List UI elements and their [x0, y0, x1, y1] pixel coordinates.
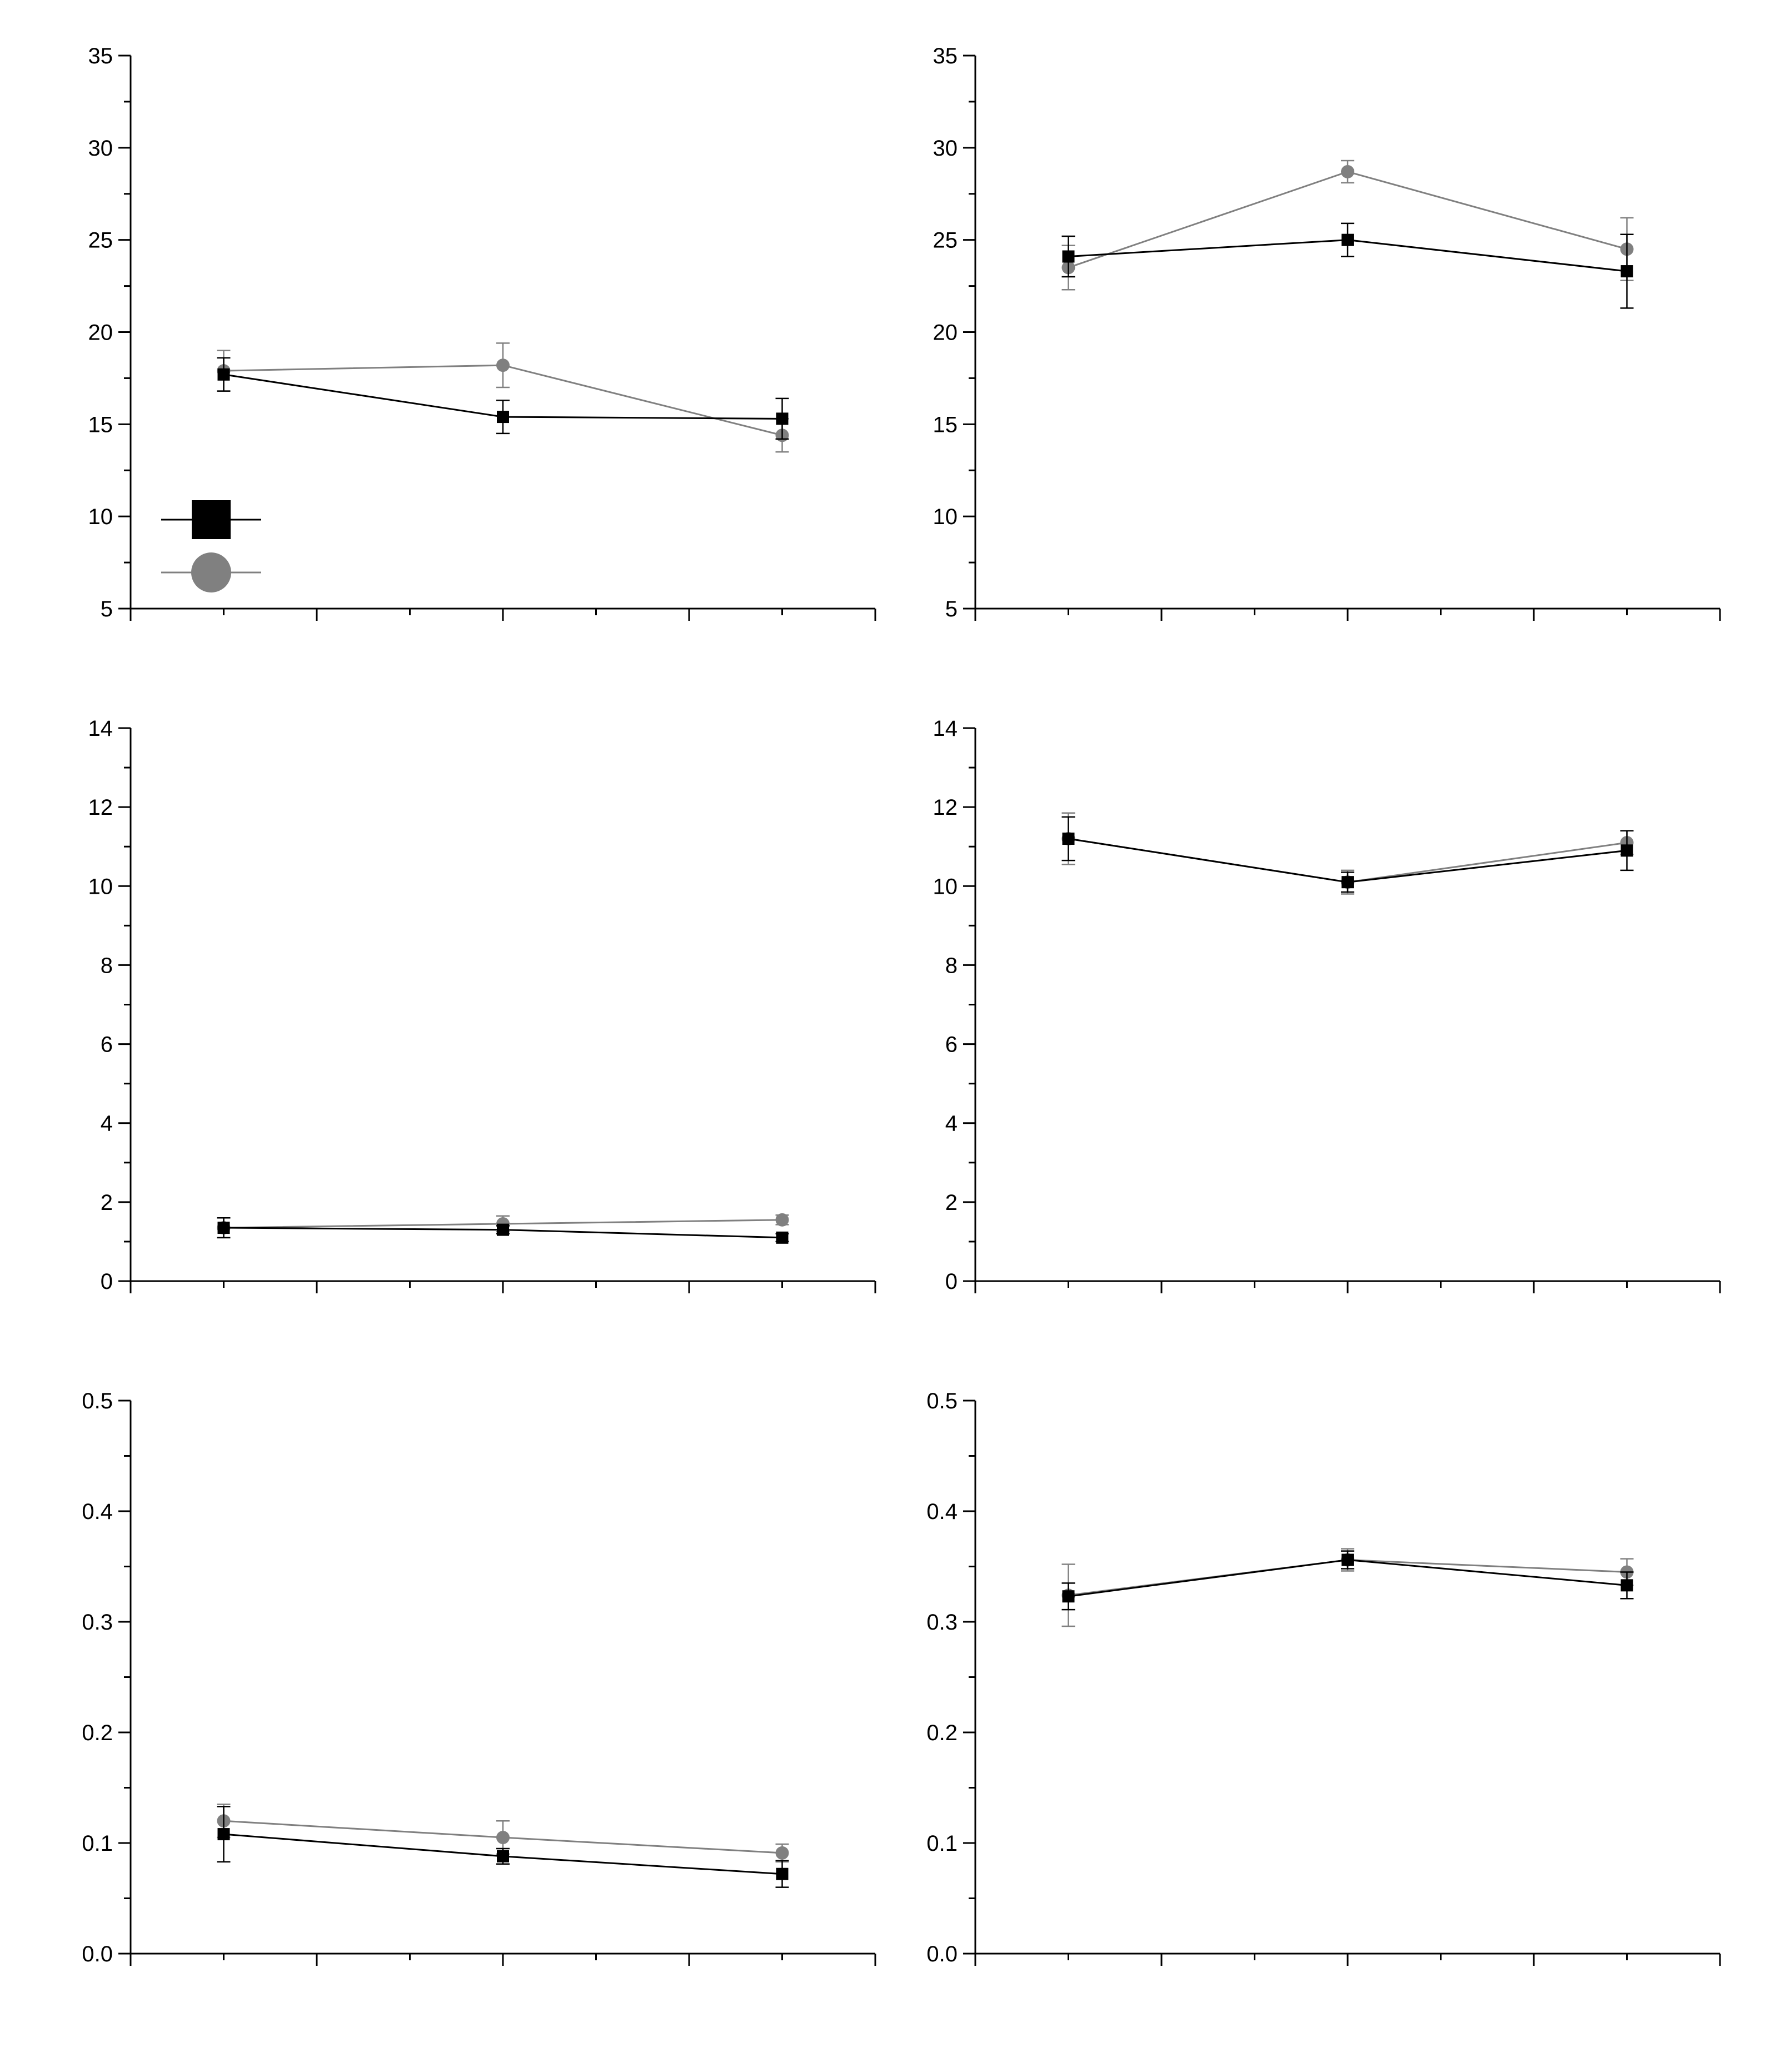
y-tick-label: 10 [88, 505, 113, 529]
y-tick-label: 4 [101, 1112, 113, 1136]
data-point-square [1062, 1590, 1075, 1603]
y-tick-label: 25 [88, 228, 113, 253]
data-point-square [776, 1231, 789, 1244]
y-tick-label: 10 [88, 874, 113, 899]
y-tick-label: 10 [933, 505, 958, 529]
y-tick-label: 6 [101, 1033, 113, 1057]
data-point-square [1062, 250, 1075, 263]
y-tick-label: 2 [945, 1191, 958, 1215]
y-tick-label: 4 [945, 1112, 958, 1136]
y-tick-label: 0.1 [926, 1831, 958, 1856]
data-point-square [217, 1222, 230, 1234]
y-tick-label: 8 [101, 953, 113, 978]
data-point-square [1621, 844, 1633, 857]
panel-f: 0.0 0.1 0.2 0.3 0.4 0.5 [926, 1389, 1721, 1966]
y-tick-label: 15 [88, 412, 113, 437]
data-point-square [217, 368, 230, 381]
legend [161, 500, 261, 592]
y-tick-label: 20 [88, 321, 113, 345]
y-tick-label: 0.4 [926, 1500, 958, 1524]
data-point-square [1062, 833, 1075, 845]
y-tick-label: 0.4 [82, 1500, 113, 1524]
y-tick-label: 5 [101, 597, 113, 621]
data-point-circle [496, 358, 510, 372]
panel-b: 5 10 15 20 25 30 35 [933, 44, 1721, 621]
y-tick-label: 0.3 [926, 1610, 958, 1635]
y-tick-label: 35 [88, 44, 113, 68]
series-farbela [1061, 816, 1634, 893]
series-farbela [1061, 222, 1634, 309]
y-tick-label: 12 [933, 795, 958, 820]
data-point-circle [775, 1213, 789, 1227]
y-tick-label: 0.0 [926, 1942, 958, 1966]
data-point-square [497, 1850, 509, 1862]
series-farbela [217, 1217, 789, 1244]
y-tick-label: 0.5 [82, 1389, 113, 1413]
panel-e: 0.0 0.1 0.2 0.3 0.4 0.5 [82, 1389, 876, 1966]
data-point-circle [1341, 165, 1354, 178]
panel-d: 0 2 4 6 8 10 12 14 [933, 716, 1721, 1294]
y-tick-label: 6 [945, 1033, 958, 1057]
y-tick-label: 10 [933, 874, 958, 899]
y-tick-label: 15 [933, 412, 958, 437]
y-tick-label: 20 [933, 321, 958, 345]
data-point-square [776, 1867, 789, 1880]
series-farbela [217, 1806, 789, 1888]
y-tick-label: 0 [945, 1269, 958, 1294]
data-point-square [1621, 1579, 1633, 1592]
y-tick-label: 25 [933, 228, 958, 253]
data-point-square [1621, 265, 1633, 278]
y-tick-label: 5 [945, 597, 958, 621]
y-tick-label: 0.5 [926, 1389, 958, 1413]
y-tick-label: 14 [88, 716, 113, 741]
y-tick-label: 12 [88, 795, 113, 820]
y-tick-label: 0.3 [82, 1610, 113, 1635]
data-point-square [497, 1223, 509, 1236]
y-tick-label: 30 [88, 136, 113, 161]
series-farbela [1061, 1550, 1634, 1611]
data-point-square [1342, 1553, 1354, 1566]
data-point-circle [496, 1831, 510, 1845]
data-point-square [1342, 233, 1354, 246]
panel-a: 5 10 15 20 25 30 35 [88, 44, 876, 621]
y-tick-label: 2 [101, 1191, 113, 1215]
y-tick-label: 0.2 [82, 1721, 113, 1745]
series-farbela [217, 357, 789, 440]
y-tick-label: 0.1 [82, 1831, 113, 1856]
panel-c: 0 2 4 6 8 10 12 14 [88, 716, 876, 1294]
y-tick-label: 8 [945, 953, 958, 978]
data-point-square [776, 412, 789, 425]
data-point-square [497, 411, 509, 424]
data-point-square [1342, 876, 1354, 889]
data-point-circle [775, 1846, 789, 1860]
y-tick-label: 35 [933, 44, 958, 68]
y-tick-label: 14 [933, 716, 958, 741]
y-tick-label: 0 [101, 1269, 113, 1294]
y-tick-label: 0.0 [82, 1942, 113, 1966]
y-tick-label: 0.2 [926, 1721, 958, 1745]
series-ladycot [217, 342, 789, 453]
legend-circle-marker [191, 552, 231, 592]
y-tick-label: 30 [933, 136, 958, 161]
data-point-square [217, 1828, 230, 1841]
legend-square-marker [192, 500, 231, 539]
